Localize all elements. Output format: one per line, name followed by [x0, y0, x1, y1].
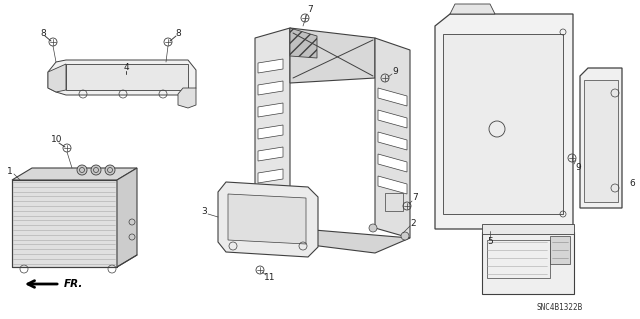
Circle shape	[401, 232, 409, 240]
Bar	[482, 224, 574, 234]
Text: 9: 9	[392, 66, 398, 76]
Polygon shape	[218, 182, 318, 257]
Polygon shape	[435, 14, 573, 229]
Circle shape	[91, 165, 101, 175]
Polygon shape	[258, 81, 283, 95]
Circle shape	[105, 165, 115, 175]
Polygon shape	[66, 64, 188, 90]
Polygon shape	[258, 125, 283, 139]
Text: 1: 1	[7, 167, 13, 176]
Polygon shape	[580, 68, 622, 208]
Bar	[550, 236, 570, 264]
Bar	[584, 80, 618, 202]
Polygon shape	[258, 147, 283, 161]
Polygon shape	[48, 64, 66, 92]
Text: 9: 9	[575, 164, 581, 173]
Polygon shape	[378, 176, 407, 194]
Polygon shape	[450, 4, 495, 14]
Polygon shape	[290, 28, 317, 58]
Polygon shape	[258, 169, 283, 183]
Polygon shape	[290, 28, 375, 83]
Text: 7: 7	[412, 194, 418, 203]
Polygon shape	[258, 103, 283, 117]
Text: 8: 8	[40, 29, 46, 39]
Polygon shape	[375, 38, 410, 238]
Polygon shape	[378, 132, 407, 150]
Polygon shape	[228, 194, 306, 244]
Circle shape	[293, 223, 301, 231]
Polygon shape	[48, 60, 196, 95]
Text: 5: 5	[487, 236, 493, 246]
Text: 8: 8	[175, 29, 181, 39]
Circle shape	[77, 165, 87, 175]
Polygon shape	[255, 28, 290, 238]
Text: FR.: FR.	[64, 279, 83, 289]
Bar	[482, 232, 574, 294]
Text: 3: 3	[201, 207, 207, 217]
Text: 6: 6	[629, 179, 635, 188]
Polygon shape	[378, 154, 407, 172]
Bar	[443, 34, 563, 214]
Text: 4: 4	[123, 63, 129, 72]
Text: SNC4B1322B: SNC4B1322B	[537, 303, 583, 313]
Polygon shape	[258, 59, 283, 73]
Circle shape	[369, 224, 377, 232]
Text: 7: 7	[307, 5, 313, 14]
Polygon shape	[378, 88, 407, 106]
Polygon shape	[12, 180, 117, 267]
Circle shape	[259, 232, 267, 240]
Polygon shape	[255, 228, 410, 253]
Text: 11: 11	[264, 273, 276, 283]
Text: 2: 2	[410, 219, 416, 227]
Bar	[487, 240, 550, 278]
Polygon shape	[117, 168, 137, 267]
Polygon shape	[178, 88, 196, 108]
Text: 10: 10	[51, 136, 63, 145]
Polygon shape	[378, 110, 407, 128]
Polygon shape	[12, 168, 137, 180]
Bar	[385, 193, 403, 211]
